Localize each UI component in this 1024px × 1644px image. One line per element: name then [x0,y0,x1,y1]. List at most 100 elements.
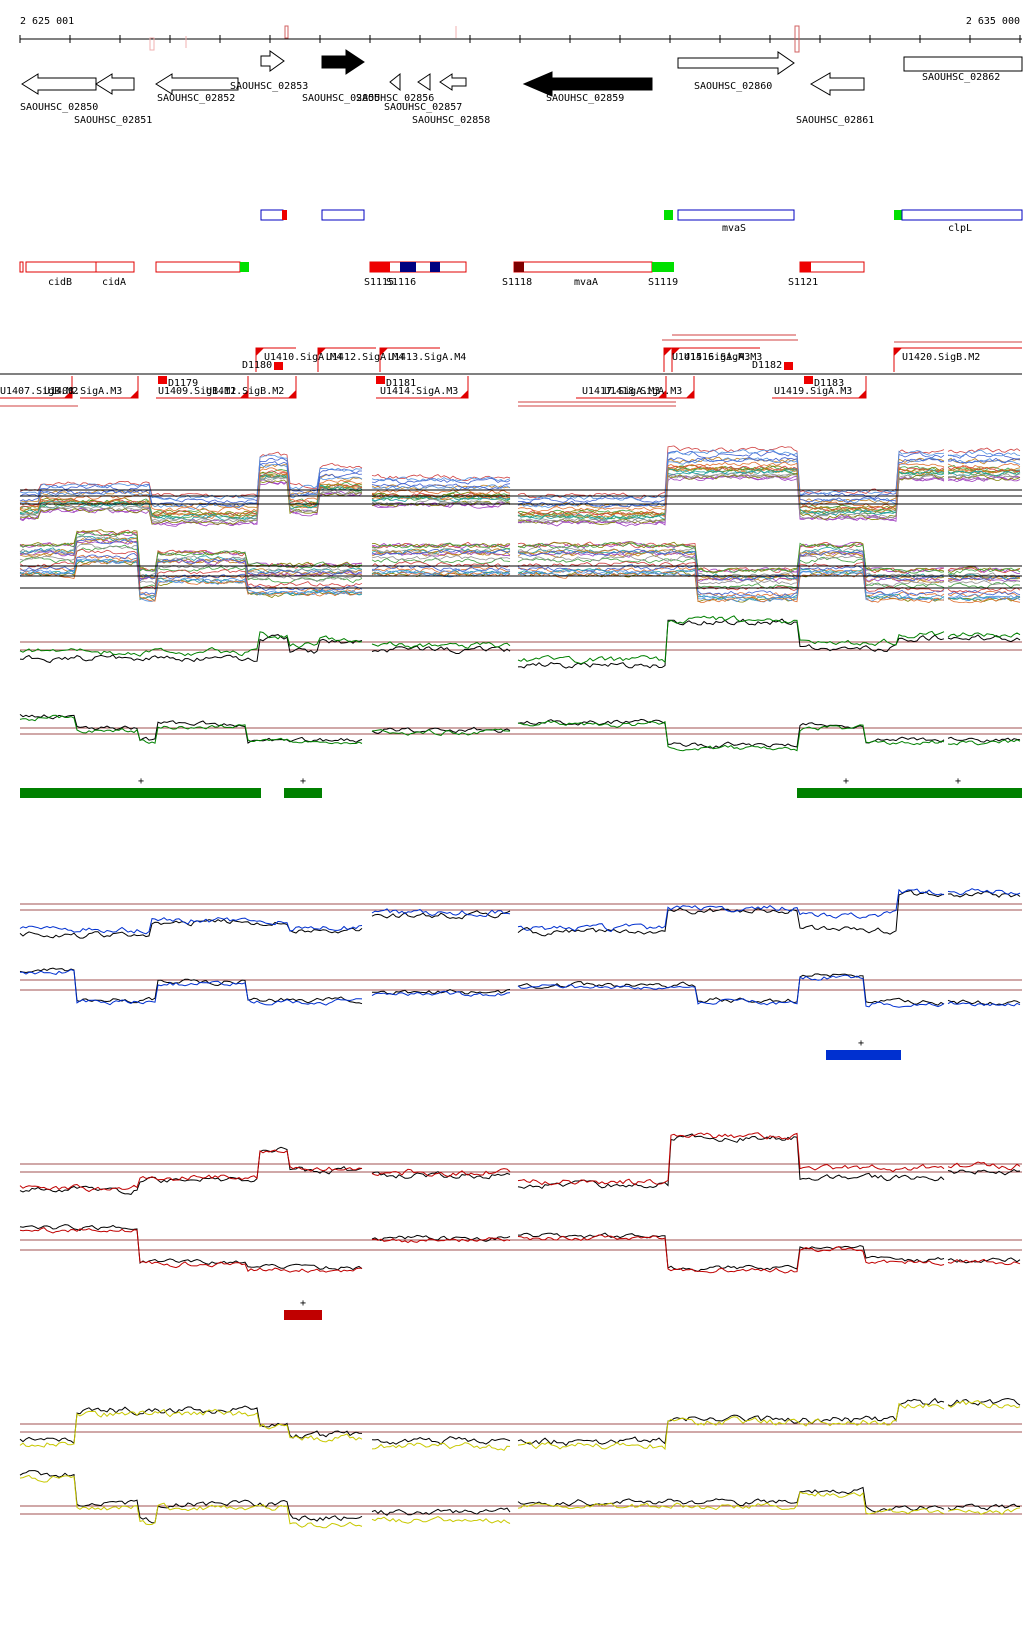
expression-trace [517,464,945,516]
expression-trace [517,473,945,527]
expression-trace [947,572,1021,578]
expression-trace [947,888,1021,896]
expression-trace [517,461,945,513]
condition-marker-blue: + [858,1038,864,1049]
gene-label-02857: SAOUHSC_02857 [384,102,462,113]
expression-trace [517,1397,945,1447]
expression-trace [517,889,945,937]
gene-label-02858: SAOUHSC_02858 [412,115,490,126]
expression-trace [947,597,1021,604]
expression-trace [947,1503,1020,1511]
expression-trace [371,988,511,996]
condition-marker-green-1: + [138,776,144,787]
transcript-U1417: U1417.SigA.M3 [582,386,660,397]
ruler-end-label: 2 635 000 [966,16,1020,27]
condition-bar-green [284,788,322,798]
expression-trace [371,641,511,649]
expression-trace [19,481,363,526]
expression-trace [947,580,1021,586]
gene-arrow[interactable] [155,73,239,95]
expression-trace [517,720,945,752]
expression-trace [20,476,363,523]
expression-trace [947,1507,1021,1516]
expression-trace [947,574,1021,581]
expression-trace [19,537,363,579]
gene-box[interactable] [903,56,1023,72]
expression-trace [947,447,1021,454]
segment-S1118: S1118 [502,277,532,288]
expression-trace [19,461,363,508]
expression-trace [517,1486,945,1513]
expression-trace [947,582,1021,589]
expression-profiles [19,445,1022,1529]
expression-trace [19,631,363,657]
expression-trace [947,590,1021,596]
expression-trace [371,473,511,482]
expression-trace [19,1408,363,1448]
transcript-U1412: U1412.SigA.M4 [326,352,404,363]
gene-label-02859: SAOUHSC_02859 [546,93,624,104]
expression-trace [19,529,363,572]
expression-trace [371,645,511,654]
expression-trace [371,495,511,503]
expression-trace [947,1400,1021,1409]
expression-trace [517,465,945,519]
condition-marker-green-3: + [843,776,849,787]
gene-label-02861: SAOUHSC_02861 [796,115,874,126]
gene-label-02852: SAOUHSC_02852 [157,93,235,104]
gene-arrow[interactable] [439,73,467,91]
expression-trace [371,476,511,482]
expression-trace [947,1161,1021,1171]
gene-arrow-filled[interactable] [522,71,653,97]
expression-trace [371,548,511,555]
transcript-U1415: U1415.SigA.M3 [672,352,750,363]
expression-trace [19,969,363,1006]
expression-trace [947,595,1021,602]
condition-bar-green [797,788,1022,798]
expression-trace [371,557,511,564]
expression-trace [947,999,1021,1006]
gene-track: SAOUHSC_02850 SAOUHSC_02851 SAOUHSC_0285… [20,49,1023,126]
expression-trace [517,445,945,499]
gene-label-02855: SAOUHSC_02855 [302,93,380,104]
transcript-U1419: U1419.SigA.M3 [774,386,852,397]
transcript-U1414: U1414.SigA.M3 [380,386,458,397]
gene-arrow[interactable] [95,73,135,95]
expression-trace [371,1516,511,1524]
condition-bar-red [284,1310,322,1320]
gene-label-02850: SAOUHSC_02850 [20,102,98,113]
transcript-U1407: U1407.SigB.M2 [0,386,78,397]
expression-trace [371,908,511,918]
expression-trace [947,567,1021,575]
expression-trace [947,634,1021,643]
expression-trace [947,452,1021,460]
gene-arrow[interactable] [389,72,401,92]
expression-trace [19,535,363,577]
gene-arrow[interactable] [810,72,865,96]
expression-trace [517,541,945,574]
expression-trace [517,472,945,524]
gene-arrow[interactable] [260,50,285,72]
gene-arrow[interactable] [677,51,795,75]
annotation-cidB: cidB [48,277,72,288]
gene-arrow-filled[interactable] [321,49,365,75]
expression-trace [19,967,363,1005]
expression-trace [947,1169,1021,1176]
gene-arrow[interactable] [417,73,431,91]
expression-trace [19,474,363,519]
expression-trace [517,974,945,1008]
ruler-start-label: 2 625 001 [20,16,74,27]
expression-trace [19,454,363,501]
expression-trace [371,728,511,736]
expression-trace [517,973,945,1006]
condition-bars: + + + + + + [20,776,1022,1320]
expression-trace [517,1132,945,1186]
transcript-U1418: U1418.SigA.M3 [604,386,682,397]
expression-trace [19,714,363,745]
gene-arrow[interactable] [21,73,97,95]
transcript-U1416: U1416.SigA.M3 [684,352,762,363]
coordinate-ruler: 2 625 001 2 635 000 [19,16,1022,53]
downshift-D1181: D1181 [386,378,416,389]
expression-trace [371,910,511,920]
